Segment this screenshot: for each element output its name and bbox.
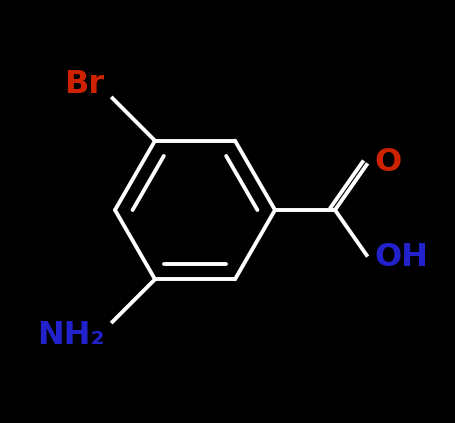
Text: OH: OH xyxy=(374,242,428,272)
Text: NH₂: NH₂ xyxy=(37,320,104,351)
Text: O: O xyxy=(374,148,401,179)
Text: Br: Br xyxy=(64,69,104,100)
